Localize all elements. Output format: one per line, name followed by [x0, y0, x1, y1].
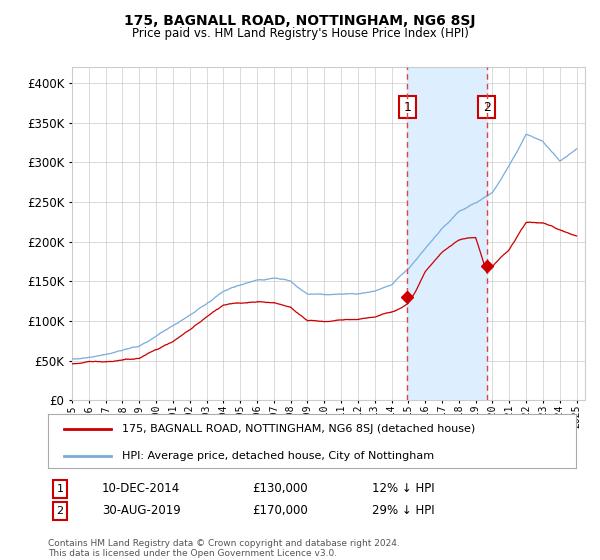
Text: 1: 1	[56, 484, 64, 494]
Text: 1: 1	[403, 101, 412, 114]
Text: 2: 2	[483, 101, 491, 114]
Text: 12% ↓ HPI: 12% ↓ HPI	[372, 482, 434, 496]
Bar	[407, 67, 487, 400]
Text: 30-AUG-2019: 30-AUG-2019	[102, 504, 181, 517]
Text: 175, BAGNALL ROAD, NOTTINGHAM, NG6 8SJ (detached house): 175, BAGNALL ROAD, NOTTINGHAM, NG6 8SJ (…	[122, 424, 475, 435]
Text: 2: 2	[56, 506, 64, 516]
Text: £170,000: £170,000	[252, 504, 308, 517]
Text: 175, BAGNALL ROAD, NOTTINGHAM, NG6 8SJ: 175, BAGNALL ROAD, NOTTINGHAM, NG6 8SJ	[124, 14, 476, 28]
Text: 10-DEC-2014: 10-DEC-2014	[102, 482, 180, 496]
Text: 29% ↓ HPI: 29% ↓ HPI	[372, 504, 434, 517]
Text: HPI: Average price, detached house, City of Nottingham: HPI: Average price, detached house, City…	[122, 451, 434, 461]
Text: Price paid vs. HM Land Registry's House Price Index (HPI): Price paid vs. HM Land Registry's House …	[131, 27, 469, 40]
Text: £130,000: £130,000	[252, 482, 308, 496]
Text: Contains HM Land Registry data © Crown copyright and database right 2024.
This d: Contains HM Land Registry data © Crown c…	[48, 539, 400, 558]
